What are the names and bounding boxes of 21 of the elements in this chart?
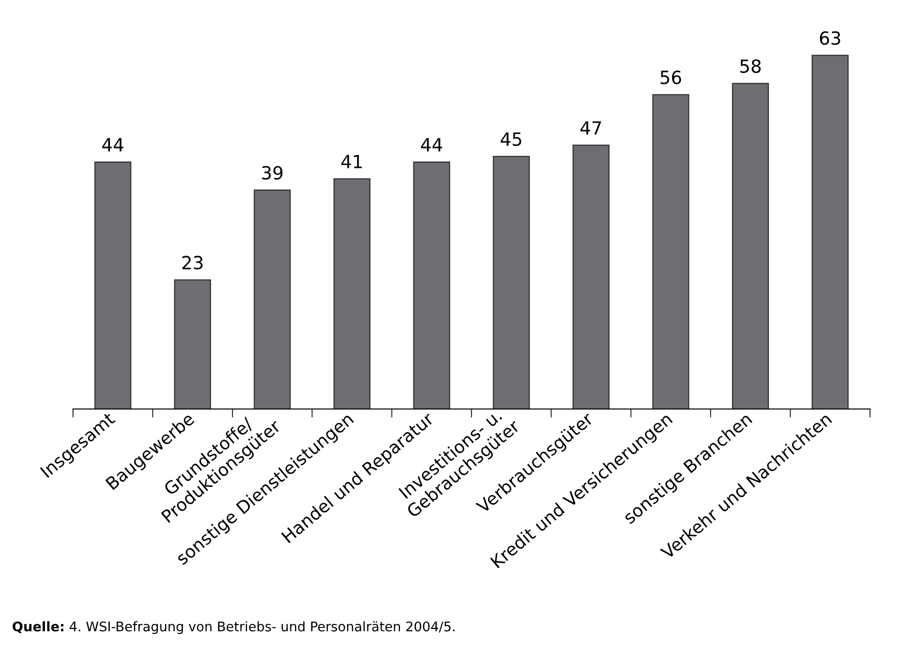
- data-label: 63: [820, 31, 840, 45]
- bar: [572, 144, 610, 409]
- bar: [652, 94, 690, 409]
- data-label: 47: [580, 121, 601, 134]
- data-label: 45: [500, 132, 522, 146]
- bar: [254, 190, 291, 409]
- data-label: 58: [740, 59, 761, 73]
- bar: [812, 54, 849, 409]
- data-label: 56: [660, 70, 682, 84]
- bar: [413, 161, 450, 409]
- data-label: 23: [182, 256, 203, 270]
- data-label: 39: [262, 166, 282, 180]
- data-label: 44: [102, 138, 124, 152]
- bar: [492, 156, 530, 409]
- bar: [174, 279, 212, 409]
- bar: [333, 178, 370, 409]
- bar: [94, 161, 132, 409]
- bar: [732, 82, 769, 409]
- data-label: 41: [341, 154, 362, 168]
- source-note: Quelle: 4. WSI-Befragung von Betriebs- und Personalräten 2004/5.: [12, 621, 454, 634]
- data-label: 44: [421, 138, 442, 152]
